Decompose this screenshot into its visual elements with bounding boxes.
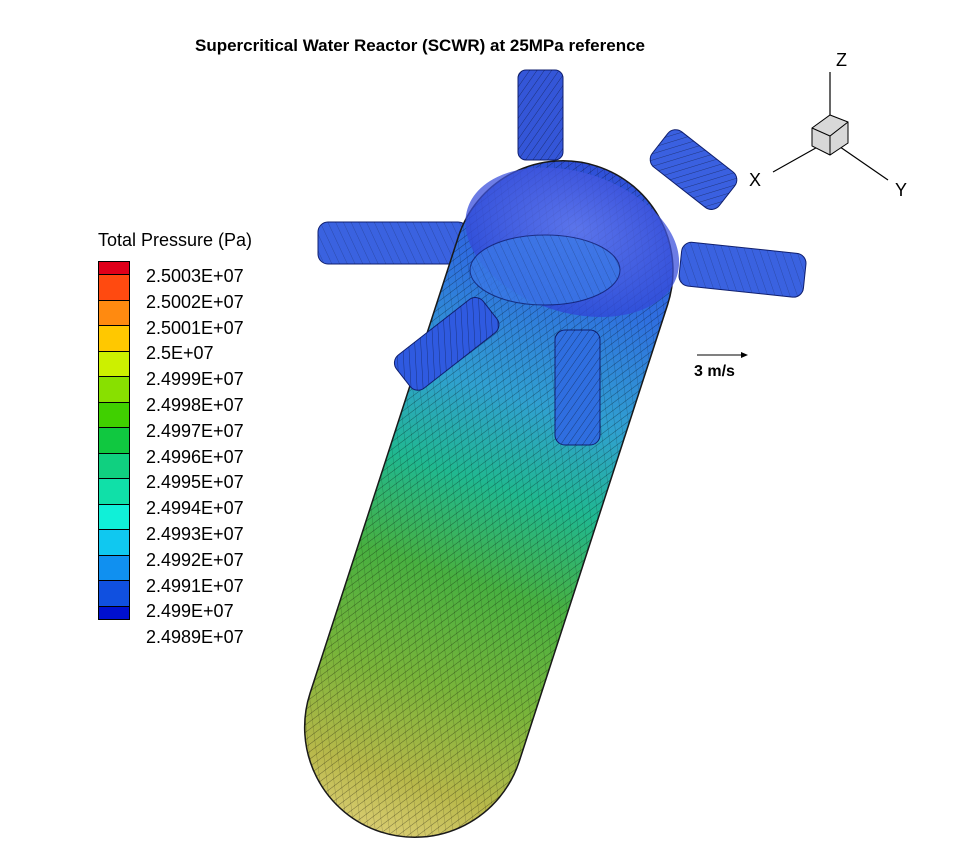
- nozzle-center-down: [554, 329, 601, 446]
- legend-swatch: [98, 326, 130, 352]
- legend-level-label: 2.4993E+07: [146, 524, 244, 544]
- legend-swatch: [98, 453, 130, 479]
- axis-label-x: X: [749, 170, 762, 190]
- legend-swatch: [98, 261, 130, 275]
- legend-swatch: [98, 377, 130, 403]
- legend-level-label: 2.5002E+07: [146, 291, 244, 312]
- legend-swatch: [98, 275, 130, 301]
- legend-level-label: 2.4999E+07: [146, 369, 244, 390]
- legend-level-label: 2.4989E+07: [146, 627, 244, 648]
- legend-swatch: [98, 479, 130, 505]
- legend-swatch: [98, 555, 130, 581]
- axis-label-z: Z: [836, 50, 847, 70]
- nozzle-upper-right: [649, 129, 738, 210]
- legend-level-label: 2.5003E+07: [146, 266, 244, 286]
- legend-level-label: 2.5001E+07: [146, 317, 244, 338]
- legend-swatch: [98, 351, 130, 377]
- legend-level-label: 2.4995E+07: [146, 472, 244, 493]
- nozzle-left: [317, 221, 469, 265]
- legend-swatch: [98, 402, 130, 428]
- legend-color-bar: [98, 261, 130, 620]
- legend-level-label: 2.5E+07: [146, 343, 214, 364]
- legend-level-label: 2.499E+07: [146, 601, 234, 622]
- legend-level-label: 2.4994E+07: [146, 498, 244, 519]
- nozzle-lower-left: [393, 296, 500, 391]
- legend-swatch: [98, 428, 130, 454]
- legend-swatch: [98, 581, 130, 607]
- legend-level-label: 2.4992E+07: [146, 549, 244, 570]
- plot-title: Supercritical Water Reactor (SCWR) at 25…: [194, 36, 646, 55]
- legend-level-label: 2.4996E+07: [146, 446, 244, 467]
- reference-vector-arrow: [697, 352, 748, 358]
- legend-swatch: [98, 606, 130, 620]
- legend-swatch: [98, 530, 130, 556]
- legend-level-label: 2.4991E+07: [146, 575, 244, 596]
- core-inlet-pipes: [469, 234, 621, 306]
- axis-triad: [772, 72, 889, 181]
- legend-title: Total Pressure (Pa): [98, 230, 253, 250]
- reference-vector-label: 3 m/s: [694, 363, 735, 380]
- legend-swatch: [98, 504, 130, 530]
- axis-label-y: Y: [895, 180, 908, 200]
- legend-swatch: [98, 300, 130, 326]
- legend-level-label: 2.4997E+07: [146, 420, 244, 441]
- nozzle-top: [517, 69, 564, 161]
- legend-level-label: 2.4998E+07: [146, 395, 244, 415]
- nozzle-right: [678, 241, 807, 298]
